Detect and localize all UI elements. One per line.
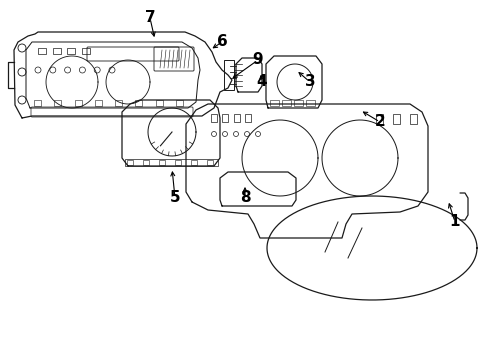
Bar — [126, 160, 132, 165]
Bar — [67, 48, 75, 54]
Circle shape — [18, 44, 26, 52]
Bar — [52, 48, 61, 54]
Bar — [376, 114, 383, 124]
Bar — [176, 100, 183, 106]
Text: 1: 1 — [450, 215, 460, 230]
Bar — [224, 60, 234, 90]
Bar — [54, 100, 61, 106]
Bar — [38, 48, 46, 54]
Text: 4: 4 — [257, 75, 268, 90]
Text: 6: 6 — [217, 35, 227, 49]
Bar — [306, 100, 315, 106]
Bar — [222, 114, 228, 122]
Bar — [211, 114, 217, 122]
Bar — [158, 160, 165, 165]
Text: 8: 8 — [240, 190, 250, 206]
Bar — [74, 100, 81, 106]
Bar — [282, 100, 291, 106]
Text: 2: 2 — [375, 114, 385, 130]
Bar — [82, 48, 90, 54]
Text: 7: 7 — [145, 10, 155, 26]
Bar — [143, 160, 148, 165]
Bar — [156, 100, 163, 106]
Text: 5: 5 — [170, 190, 180, 206]
Bar — [34, 100, 41, 106]
Bar — [95, 100, 102, 106]
Bar — [206, 160, 213, 165]
Bar — [294, 100, 303, 106]
Bar — [115, 100, 122, 106]
Circle shape — [18, 96, 26, 104]
Bar — [125, 159, 218, 166]
Bar — [393, 114, 400, 124]
Bar — [174, 160, 180, 165]
Text: 9: 9 — [253, 53, 263, 68]
Bar — [245, 114, 251, 122]
Bar — [234, 114, 240, 122]
Text: 3: 3 — [305, 75, 315, 90]
Bar — [191, 160, 196, 165]
Bar — [135, 100, 143, 106]
Circle shape — [18, 68, 26, 76]
Bar — [410, 114, 417, 124]
Bar — [270, 100, 279, 106]
